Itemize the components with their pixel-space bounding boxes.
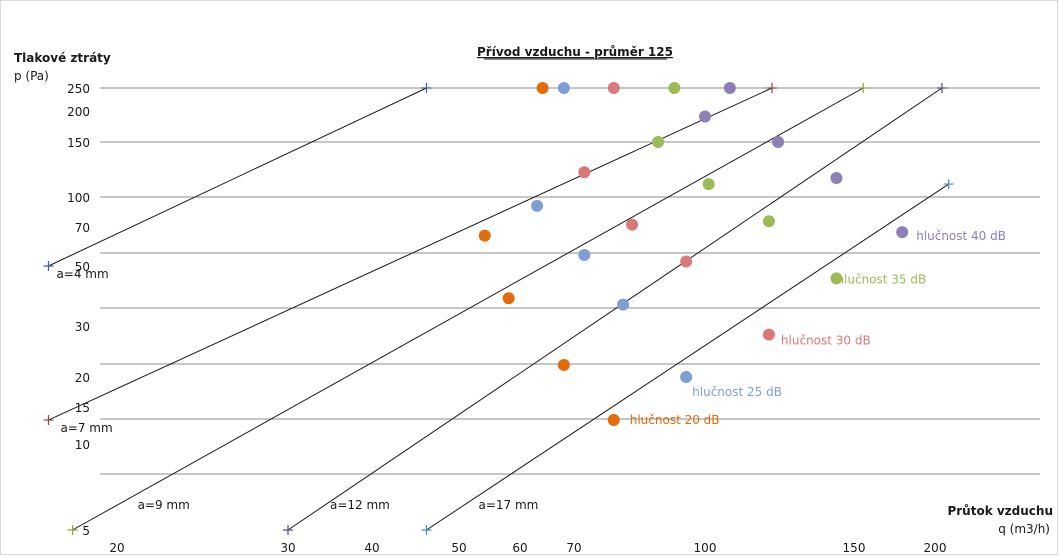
line-marker-3-0: [283, 525, 293, 535]
y-axis-unit: p (Pa): [14, 69, 49, 83]
point-4-1: [699, 110, 711, 123]
line-marker-2-1: [858, 83, 869, 93]
line-a=7 mm: [48, 87, 773, 421]
y-tick-label-30: 30: [75, 320, 90, 334]
point-2-4: [762, 328, 775, 341]
line-label-a=9 mm: a=9 mm: [138, 498, 190, 512]
series-label-4: hlučnost 40 dB: [916, 229, 1006, 243]
point-3-4: [830, 272, 843, 285]
point-0-3: [557, 359, 570, 372]
x-tick-label-50: 50: [451, 541, 466, 555]
y-tick-label-15: 15: [75, 401, 90, 415]
y-tick-labels: 250 200 150 100 70 50 30 20 15 10 5: [67, 82, 90, 538]
line-marker-1-1: [766, 83, 777, 93]
point-0-4: [607, 414, 620, 427]
point-3-2: [702, 178, 715, 191]
line-marker-4-0: [421, 525, 432, 535]
x-tick-label-200: 200: [924, 541, 947, 555]
point-2-2: [626, 218, 639, 231]
x-tick-labels: 20 30 40 50 60 70 100 150 200: [109, 541, 946, 555]
line-a=17 mm: [426, 183, 950, 531]
series-label-0: hlučnost 20 dB: [630, 413, 720, 427]
line-marker-1-0: [43, 415, 54, 426]
y-tick-label-100: 100: [67, 191, 90, 205]
line-a=9 mm: [72, 87, 864, 531]
point-1-4: [680, 371, 693, 383]
series-label-2: hlučnost 30 dB: [781, 334, 871, 348]
line-label-a=17 mm: a=17 mm: [478, 498, 538, 512]
line-label-a=12 mm: a=12 mm: [330, 498, 390, 512]
point-3-0: [668, 82, 681, 94]
chart-title: Přívod vzduchu - průměr 125: [477, 45, 673, 59]
y-tick-label-20: 20: [75, 371, 90, 385]
reference-lines: a=4 mm a=7 mm a=9 mm a=12 mm a=17 mm: [43, 83, 954, 535]
x-tick-label-60: 60: [512, 541, 527, 555]
point-2-0: [607, 82, 620, 94]
y-tick-label-200: 200: [67, 105, 90, 119]
line-marker-4-1: [943, 179, 954, 190]
point-1-1: [531, 199, 544, 212]
point-0-1: [478, 229, 491, 242]
point-1-0: [557, 82, 570, 94]
gridlines: [100, 87, 1040, 475]
x-axis-title: Průtok vzduchu: [947, 504, 1053, 518]
data-points: [478, 82, 909, 427]
point-4-4: [896, 226, 909, 239]
point-1-3: [617, 298, 630, 311]
line-label-a=7 mm: a=7 mm: [60, 421, 112, 435]
line-marker-3-1: [936, 83, 947, 93]
series-label-3: hlučnost 35 dB: [836, 272, 926, 286]
point-0-2: [502, 292, 515, 305]
point-2-1: [578, 166, 591, 179]
point-2-3: [680, 255, 693, 268]
y-tick-label-70: 70: [75, 221, 90, 235]
x-tick-label-150: 150: [843, 541, 866, 555]
line-label-a=4 mm: a=4 mm: [56, 267, 108, 281]
point-3-1: [652, 136, 665, 148]
series-labels: hlučnost 20 dB hlučnost 25 dB hlučnost 30 …: [630, 229, 1006, 427]
line-marker-0-1: [421, 83, 432, 93]
series-label-1: hlučnost 25 dB: [692, 385, 782, 399]
line-marker-2-0: [67, 525, 78, 535]
point-4-3: [830, 172, 843, 185]
point-1-2: [578, 248, 591, 261]
point-4-2: [772, 136, 785, 148]
y-tick-label-5: 5: [82, 524, 90, 538]
point-0-0: [536, 82, 549, 94]
y-tick-label-50: 50: [75, 260, 90, 274]
line-a=4 mm: [48, 87, 427, 267]
y-tick-label-250: 250: [67, 82, 90, 96]
x-tick-label-100: 100: [694, 541, 717, 555]
point-4-0: [723, 82, 736, 94]
x-tick-label-20: 20: [109, 541, 124, 555]
x-tick-label-30: 30: [280, 541, 295, 555]
x-tick-label-40: 40: [364, 541, 379, 555]
x-axis-unit: q (m3/h): [998, 522, 1050, 536]
y-axis-title: Tlakové ztráty: [14, 51, 111, 65]
line-a=12 mm: [287, 87, 943, 531]
y-tick-label-150: 150: [67, 136, 90, 150]
point-3-3: [762, 215, 775, 228]
line-marker-0-0: [43, 261, 54, 271]
x-tick-label-70: 70: [566, 541, 581, 555]
y-tick-label-10: 10: [75, 438, 90, 452]
